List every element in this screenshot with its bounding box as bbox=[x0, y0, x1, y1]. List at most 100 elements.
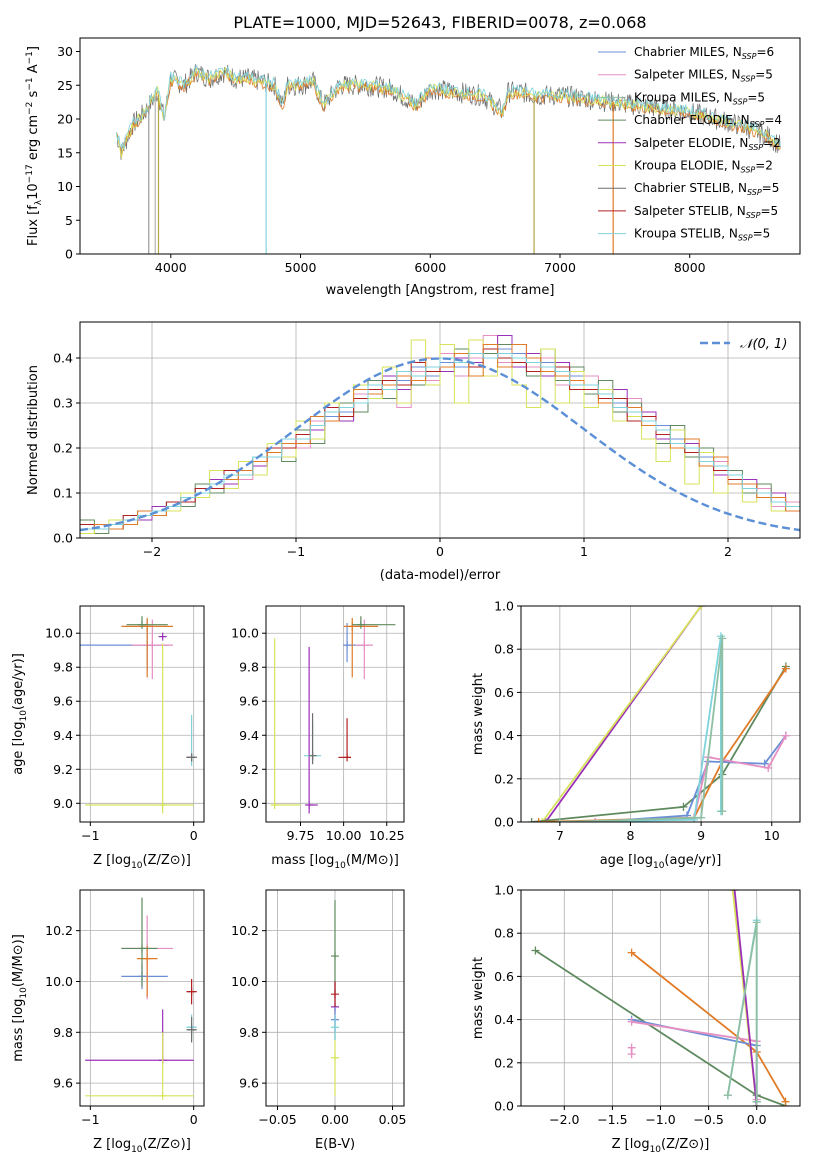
marker-plus bbox=[158, 1091, 167, 1100]
marker-plus bbox=[764, 764, 773, 772]
plot-area bbox=[331, 900, 339, 1096]
error-bar-point bbox=[331, 1014, 339, 1040]
x-tick-label: 8 bbox=[627, 828, 635, 843]
y-tick-label: 0 bbox=[65, 247, 73, 262]
spectrum-model-line bbox=[115, 67, 781, 159]
spectrum-model-line bbox=[115, 70, 781, 158]
marker-plus bbox=[348, 622, 357, 631]
error-bar-point bbox=[85, 1009, 194, 1065]
y-axis-label: mass weight bbox=[471, 957, 486, 1039]
marker-plus bbox=[527, 818, 536, 822]
y-tick-label: 10.2 bbox=[45, 923, 73, 938]
x-tick-label: 9 bbox=[697, 828, 705, 843]
marker-plus bbox=[343, 753, 352, 762]
y-tick-label: 10.0 bbox=[231, 974, 259, 989]
marker-plus bbox=[360, 641, 369, 650]
error-bar-point bbox=[331, 981, 339, 1007]
x-axis-label: Z [log10(Z/Z⊙)] bbox=[612, 1137, 710, 1155]
x-tick-label: 6000 bbox=[414, 260, 446, 275]
plot-area bbox=[80, 616, 197, 814]
x-axis-label: age [log10(age/yr)] bbox=[600, 853, 722, 871]
y-tick-label: 0.0 bbox=[494, 815, 514, 830]
x-axis-label: wavelength [Angstrom, rest frame] bbox=[326, 283, 555, 298]
error-bar-point bbox=[270, 638, 301, 809]
x-tick-label: 9.75 bbox=[287, 828, 315, 843]
error-bar-point bbox=[158, 632, 167, 641]
y-axis-label: age [log10(age/yr)] bbox=[11, 653, 29, 775]
error-bar-point bbox=[355, 619, 373, 680]
error-bar-point bbox=[121, 897, 158, 987]
x-tick-label: 0 bbox=[436, 544, 444, 559]
marker-plus bbox=[331, 990, 339, 999]
axes-frame bbox=[265, 605, 405, 823]
marker-plus bbox=[723, 1091, 732, 1100]
error-bar-point bbox=[126, 616, 168, 629]
histogram-panel: −2 −1 0 1 2 0.0 0.1 0.2 0.3 0.4 (data-model)/error… bbox=[26, 321, 801, 583]
marker-plus bbox=[781, 731, 790, 740]
y-tick-label: 9.4 bbox=[53, 728, 73, 743]
marker-plus bbox=[730, 890, 739, 894]
y-tick-label: 9.0 bbox=[239, 796, 259, 811]
marker-plus bbox=[627, 1017, 636, 1026]
x-tick-label: −2.0 bbox=[549, 1112, 579, 1127]
y-axis-label: mass [log10(M/M⊙)] bbox=[11, 934, 29, 1062]
marker-plus bbox=[627, 1050, 636, 1059]
y-tick-label: 25 bbox=[57, 78, 73, 93]
marker-plus bbox=[760, 759, 769, 768]
spectrum-model-line bbox=[115, 65, 781, 150]
error-bar-point bbox=[85, 1032, 194, 1100]
mass-weight-line bbox=[538, 668, 787, 822]
mass-weight-line bbox=[559, 636, 722, 822]
x-tick-label: 5000 bbox=[285, 260, 317, 275]
axes-frame bbox=[520, 889, 801, 1107]
mass-weight-z-panel: −2.0 −1.5 −1.0 −0.5 0.0 0.0 0.2 0.4 0.6 0.8 1.0 mas… bbox=[471, 883, 801, 1155]
marker-plus bbox=[697, 813, 706, 822]
x-tick-label: −1 bbox=[287, 544, 305, 559]
x-tick-label: 7000 bbox=[544, 260, 576, 275]
legend-entry: Kroupa ELODIE, NSSP=2 bbox=[634, 159, 773, 175]
y-tick-label: 9.8 bbox=[53, 660, 73, 675]
marker-plus bbox=[305, 800, 314, 809]
plot-area bbox=[80, 335, 800, 538]
y-tick-label: 0.8 bbox=[494, 642, 514, 657]
spectrum-panel: 4000 5000 6000 7000 8000 0 5 10 15 20 25 30 waveleng… bbox=[25, 37, 801, 298]
x-tick-label: −2 bbox=[143, 544, 161, 559]
x-tick-label: −0.5 bbox=[693, 1112, 723, 1127]
marker-plus bbox=[752, 918, 761, 927]
marker-plus bbox=[331, 1053, 339, 1062]
error-bar-point bbox=[343, 623, 365, 663]
error-bar-point bbox=[186, 753, 197, 762]
plot-area bbox=[115, 64, 781, 254]
legend-entry: Chabrier STELIB, NSSP=5 bbox=[634, 181, 779, 197]
age-z-panel: −1 0 9.0 9.2 9.4 9.6 9.8 10.0 Z [log10(Z/Z⊙)] age… bbox=[11, 605, 205, 871]
axes-frame bbox=[79, 605, 205, 823]
marker-plus bbox=[591, 818, 600, 822]
marker-plus bbox=[752, 1097, 761, 1106]
error-bar-point bbox=[85, 643, 194, 814]
y-tick-label: 1.0 bbox=[494, 883, 514, 898]
legend-entry: Chabrier ELODIE, NSSP=4 bbox=[634, 113, 782, 129]
y-tick-label: 0.4 bbox=[494, 1012, 514, 1027]
marker-plus bbox=[718, 807, 727, 816]
y-tick-label: 9.4 bbox=[239, 728, 259, 743]
y-tick-label: 10.0 bbox=[45, 974, 73, 989]
y-tick-label: 0.6 bbox=[494, 969, 514, 984]
marker-plus bbox=[343, 641, 352, 650]
marker-plus bbox=[697, 606, 706, 610]
age-mass-panel: 9.75 10.00 10.25 9.0 9.2 9.4 9.6 9.8 10.0 mass [l… bbox=[231, 605, 405, 871]
y-axis-label: Normed distribution bbox=[26, 365, 41, 495]
y-tick-label: 9.2 bbox=[53, 762, 73, 777]
x-tick-label: 10.00 bbox=[326, 828, 362, 843]
marker-plus bbox=[187, 753, 196, 762]
marker-plus bbox=[308, 751, 317, 760]
marker-plus bbox=[541, 818, 550, 822]
x-axis-label: Z [log10(Z/Z⊙)] bbox=[93, 853, 191, 871]
x-tick-label: 0.05 bbox=[379, 1112, 407, 1127]
normal-curve bbox=[80, 357, 800, 532]
y-tick-label: 9.6 bbox=[239, 694, 259, 709]
marker-plus bbox=[781, 664, 790, 673]
x-tick-label: −0.05 bbox=[258, 1112, 296, 1127]
y-tick-label: 0.6 bbox=[494, 685, 514, 700]
legend: 𝒩(0, 1) bbox=[700, 337, 787, 352]
y-tick-label: 0.0 bbox=[494, 1099, 514, 1114]
